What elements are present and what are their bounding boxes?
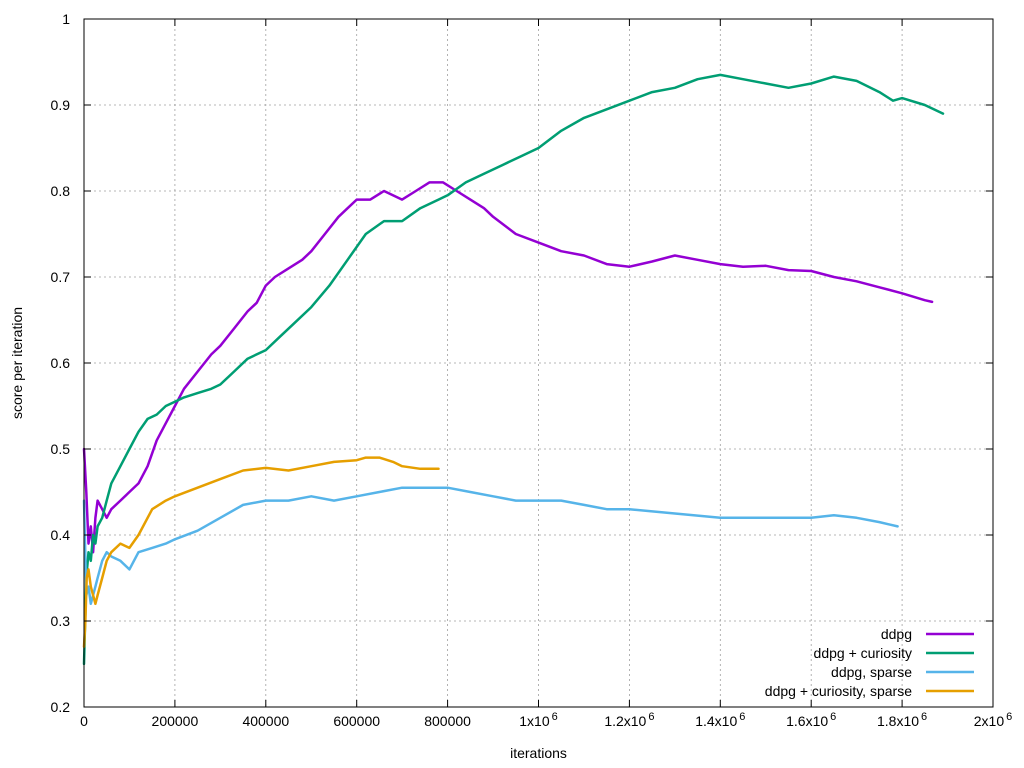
- series-line-3: [82, 486, 899, 606]
- series-line-1: [82, 181, 934, 554]
- x-tick-label: 400000: [242, 713, 289, 729]
- x-tick-label: 1x10 6: [519, 711, 557, 729]
- legend-label: ddpg: [881, 626, 912, 642]
- x-axis-title: iterations: [510, 745, 567, 761]
- x-tick-label: 2x10 6: [974, 711, 1012, 729]
- y-tick-label: 0.2: [51, 699, 71, 715]
- series-lines: [82, 73, 945, 666]
- x-tick-label: 0: [80, 713, 88, 729]
- y-axis-title: score per iteration: [9, 307, 25, 419]
- series-line-4: [82, 456, 440, 649]
- y-tick-label: 0.7: [51, 269, 71, 285]
- y-tick-label: 1: [62, 11, 70, 27]
- y-tick-label: 0.4: [51, 527, 71, 543]
- axis-ticks: 0 200000 400000 600000 800000 1x10 6 1.2x10 6 1.4…: [51, 11, 1013, 729]
- y-tick-label: 0.5: [51, 441, 71, 457]
- x-tick-label: 1.6x10 6: [786, 711, 836, 729]
- x-tick-label: 1.4x10 6: [695, 711, 745, 729]
- x-tick-label: 800000: [424, 713, 471, 729]
- x-tick-label: 600000: [333, 713, 380, 729]
- legend: ddpg ddpg + curiosity ddpg, sparse ddpg + c…: [765, 626, 974, 699]
- y-tick-label: 0.8: [51, 183, 71, 199]
- legend-label: ddpg + curiosity: [814, 645, 912, 661]
- y-tick-label: 0.3: [51, 613, 71, 629]
- x-tick-label: 1.8x10 6: [877, 711, 927, 729]
- x-tick-label: 200000: [152, 713, 199, 729]
- series-line-2: [82, 73, 945, 666]
- legend-label: ddpg, sparse: [831, 664, 912, 680]
- legend-label: ddpg + curiosity, sparse: [765, 683, 912, 699]
- y-tick-label: 0.6: [51, 355, 71, 371]
- x-tick-label: 1.2x10 6: [604, 711, 654, 729]
- y-tick-label: 0.9: [51, 97, 71, 113]
- grid: [84, 19, 993, 707]
